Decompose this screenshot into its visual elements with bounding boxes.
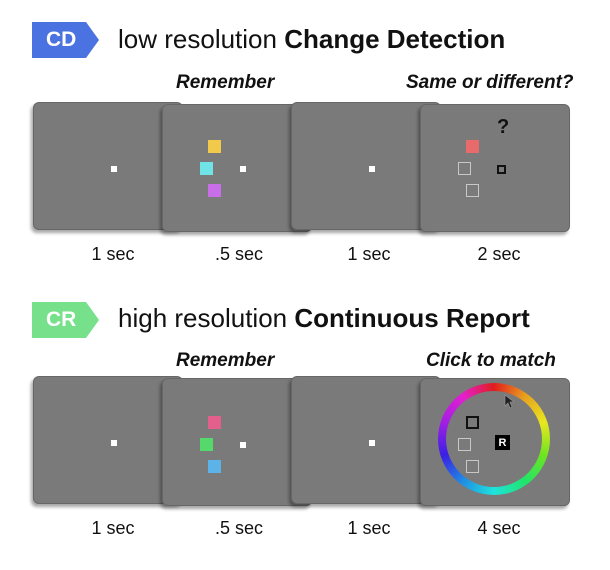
memory-square-yellow — [208, 140, 221, 153]
fixation-dot — [111, 166, 117, 172]
cd-panel-memory — [162, 104, 312, 232]
cd-panel-fixation-2 — [291, 102, 441, 230]
question-mark: ? — [497, 116, 510, 138]
cd-remember-label: Remember — [176, 72, 275, 93]
probe-square — [466, 416, 479, 429]
cd-panel-test: ? — [420, 104, 570, 232]
cr-badge: CR — [32, 302, 100, 338]
cr-panel-fixation-2 — [291, 376, 441, 504]
cr-test-label: Click to match — [426, 350, 556, 371]
cr-duration-2: .5 sec — [214, 518, 264, 538]
cr-panel-test: R — [420, 378, 570, 506]
cd-duration-3: 1 sec — [347, 244, 391, 264]
fixation-dot — [240, 442, 246, 448]
cr-duration-4: 4 sec — [477, 518, 521, 538]
cr-badge-arrow — [86, 302, 100, 338]
cd-duration-4: 2 sec — [477, 244, 521, 264]
fixation-dot — [240, 166, 246, 172]
cr-heading: high resolution Continuous Report — [118, 303, 530, 334]
color-wheel[interactable] — [438, 383, 550, 495]
cd-panel-fixation-1 — [33, 102, 183, 230]
fixation-probe-square — [497, 165, 506, 174]
cd-duration-2: .5 sec — [214, 244, 264, 264]
cd-heading-prefix: low resolution — [118, 24, 285, 54]
placeholder-square — [458, 438, 471, 451]
placeholder-square — [466, 184, 479, 197]
memory-square-purple — [208, 184, 221, 197]
cr-badge-label: CR — [32, 302, 87, 338]
cr-heading-bold: Continuous Report — [294, 303, 530, 333]
response-marker: R — [495, 435, 510, 450]
fixation-dot — [111, 440, 117, 446]
cr-section: CR high resolution Continuous Report Rem… — [0, 280, 610, 570]
probe-square-red — [466, 140, 479, 153]
memory-square-blue — [208, 460, 221, 473]
fixation-dot — [369, 166, 375, 172]
memory-square-green — [200, 438, 213, 451]
cr-panel-memory — [162, 378, 312, 506]
cr-duration-1: 1 sec — [91, 518, 135, 538]
mouse-cursor-icon — [504, 394, 515, 409]
cd-badge-arrow — [86, 22, 100, 58]
memory-square-pink — [208, 416, 221, 429]
cd-test-label: Same or different? — [406, 72, 574, 93]
cd-duration-1: 1 sec — [91, 244, 135, 264]
cr-duration-3: 1 sec — [347, 518, 391, 538]
cr-panel-fixation-1 — [33, 376, 183, 504]
color-wheel-center — [446, 391, 542, 487]
cd-section: CD low resolution Change Detection Remem… — [0, 0, 610, 280]
memory-square-cyan — [200, 162, 213, 175]
placeholder-square — [458, 162, 471, 175]
cr-heading-prefix: high resolution — [118, 303, 295, 333]
fixation-dot — [369, 440, 375, 446]
cd-heading-bold: Change Detection — [284, 24, 506, 54]
placeholder-square — [466, 460, 479, 473]
cd-badge: CD — [32, 22, 100, 58]
cd-heading: low resolution Change Detection — [118, 24, 505, 55]
cr-remember-label: Remember — [176, 350, 275, 371]
cd-badge-label: CD — [32, 22, 87, 58]
